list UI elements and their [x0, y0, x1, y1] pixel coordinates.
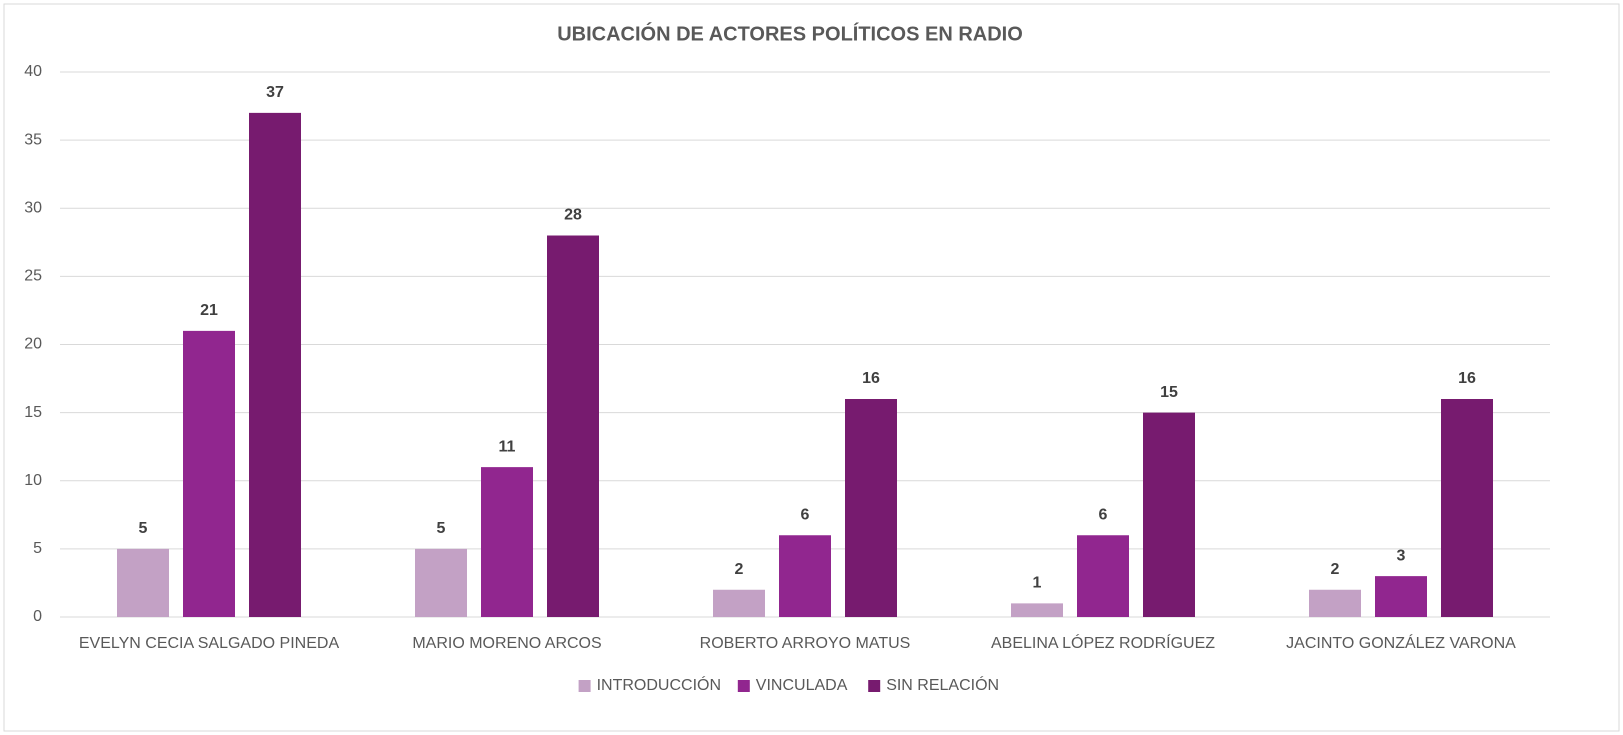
legend-swatch	[868, 680, 881, 692]
legend-label: VINCULADA	[756, 677, 848, 694]
x-tick-label: ROBERTO ARROYO MATUS	[700, 635, 911, 652]
data-label: 28	[564, 207, 582, 224]
data-label: 2	[1331, 561, 1340, 578]
bar	[117, 548, 169, 617]
bar	[415, 548, 467, 617]
data-label: 1	[1033, 575, 1042, 592]
y-tick-label: 25	[24, 268, 42, 285]
x-tick-label: ABELINA LÓPEZ RODRÍGUEZ	[991, 633, 1215, 652]
x-tick-label: JACINTO GONZÁLEZ VARONA	[1286, 633, 1516, 652]
data-label: 3	[1397, 547, 1406, 564]
chart-title: UBICACIÓN DE ACTORES POLÍTICOS EN RADIO	[557, 21, 1023, 45]
y-tick-label: 0	[33, 608, 42, 625]
bar	[845, 399, 897, 617]
x-tick-label: MARIO MORENO ARCOS	[412, 635, 601, 652]
bar	[779, 535, 831, 617]
data-label: 37	[266, 84, 284, 101]
data-label: 5	[437, 520, 446, 537]
legend-label: INTRODUCCIÓN	[597, 675, 721, 694]
data-label: 2	[735, 561, 744, 578]
chart-frame	[3, 3, 1620, 732]
y-tick-label: 10	[24, 472, 42, 489]
data-label: 15	[1160, 384, 1178, 401]
data-label: 16	[862, 370, 880, 387]
y-tick-label: 20	[24, 336, 42, 353]
bar	[481, 467, 533, 617]
data-label: 11	[499, 438, 516, 455]
data-label: 6	[801, 506, 810, 523]
y-tick-label: 30	[24, 199, 42, 216]
y-tick-label: 40	[24, 63, 42, 80]
data-label: 21	[200, 302, 218, 319]
data-label: 6	[1099, 506, 1108, 523]
data-label: 16	[1458, 370, 1476, 387]
bar	[1077, 535, 1129, 617]
legend-label: SIN RELACIÓN	[886, 675, 999, 694]
bar	[249, 112, 301, 617]
bar	[1143, 412, 1195, 617]
bar	[1441, 399, 1493, 617]
bar	[713, 589, 765, 617]
bar	[1375, 576, 1427, 617]
legend-swatch	[578, 680, 591, 692]
y-tick-label: 15	[24, 404, 42, 421]
y-tick-label: 35	[24, 131, 42, 148]
y-tick-label: 5	[33, 540, 42, 557]
bar	[1011, 603, 1063, 617]
bar	[183, 330, 235, 617]
data-label: 5	[139, 520, 148, 537]
legend-swatch	[737, 680, 750, 692]
bar	[1309, 589, 1361, 617]
x-tick-label: EVELYN CECIA SALGADO PINEDA	[79, 635, 340, 652]
bar	[547, 235, 599, 617]
